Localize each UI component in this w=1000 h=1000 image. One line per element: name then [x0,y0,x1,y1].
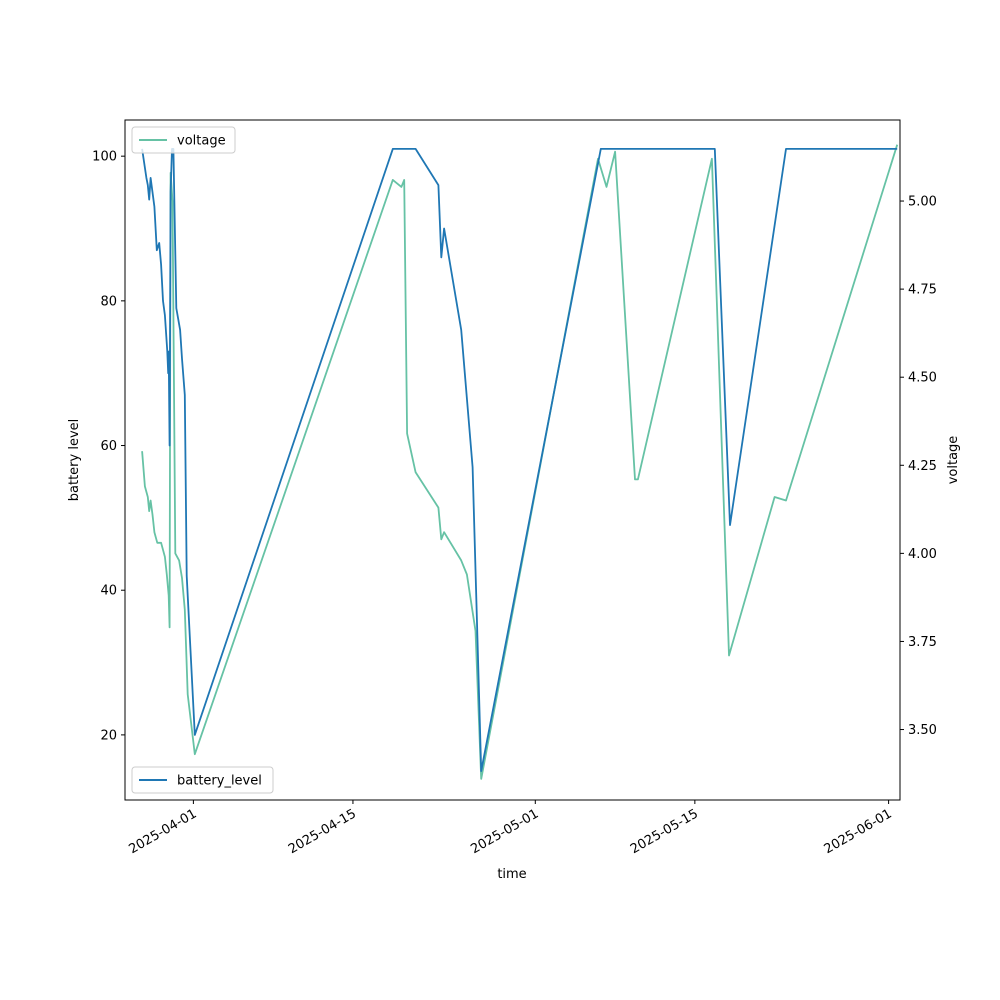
left-y-axis-ticks: 20 40 60 80 100 [92,150,125,743]
right-y-tick-label: 3.50 [908,723,937,738]
legend-voltage-box [131,126,236,154]
legend-battery-level-box [131,766,274,794]
right-y-tick-label: 4.25 [908,459,937,474]
legend-battery-level-label: battery_level [177,774,262,789]
x-tick-label: 2025-05-15 [628,806,701,857]
left-y-axis-label: battery level [67,419,82,502]
legend-voltage-label: voltage [177,134,226,149]
x-tick-label: 2025-06-01 [822,806,895,857]
series-lines [141,144,899,780]
legend-battery-level: battery_level [131,766,274,794]
legend-voltage: voltage [131,126,236,154]
right-y-axis-label: voltage [946,436,961,485]
right-y-tick-label: 4.50 [908,371,937,386]
left-y-tick-label: 100 [92,150,117,165]
plot-frame [124,119,901,801]
right-y-tick-label: 4.00 [908,547,937,562]
right-y-tick-label: 4.75 [908,283,937,298]
x-tick-label: 2025-04-01 [126,806,199,857]
right-y-tick-label: 5.00 [908,195,937,210]
left-y-tick-label: 40 [100,584,117,599]
left-y-tick-label: 60 [100,439,117,454]
right-y-tick-label: 3.75 [908,635,937,650]
left-y-tick-label: 20 [100,728,117,743]
x-tick-label: 2025-05-01 [468,806,541,857]
left-y-tick-label: 80 [100,294,117,309]
series-line-voltage [141,144,899,780]
x-axis-ticks: 2025-04-01 2025-04-15 2025-05-01 2025-05-15… [126,800,895,857]
series-line-battery-level [141,148,898,772]
x-tick-label: 2025-04-15 [286,806,359,857]
x-axis-label: time [497,867,526,882]
right-y-axis-ticks: 3.50 3.75 4.00 4.25 4.50 4.75 5.00 [900,195,937,738]
